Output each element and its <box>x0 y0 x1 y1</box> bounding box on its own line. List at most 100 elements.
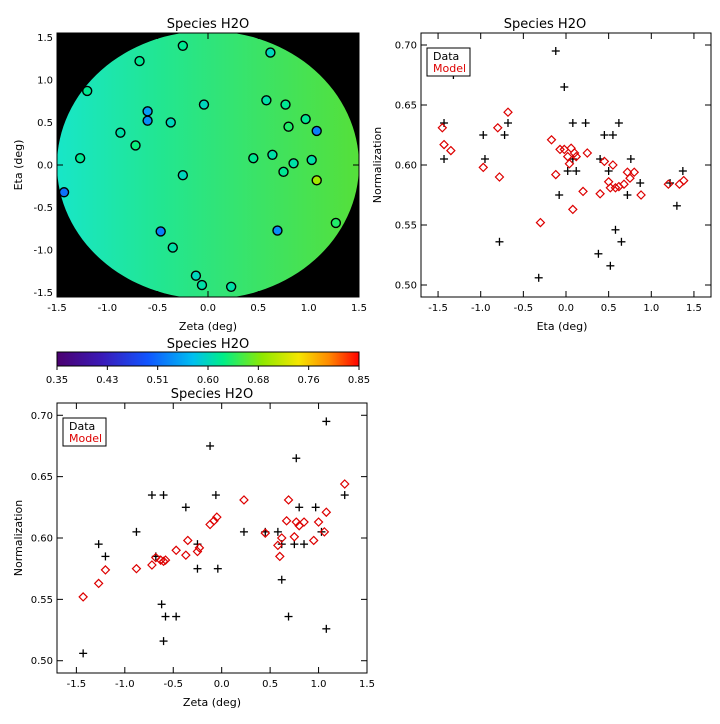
map-point <box>248 152 259 164</box>
zeta-marks <box>78 417 350 658</box>
eta-model-point <box>663 179 674 190</box>
zeta-data-point <box>147 491 156 500</box>
zeta-xlabel: Zeta (deg) <box>183 696 241 709</box>
map-field-disk <box>57 33 359 297</box>
eta-model-point <box>564 158 575 169</box>
map-panel: Species H2O -1.5 -1.0 -0.5 0.0 0.5 1.0 1.5-1.5… <box>12 17 367 333</box>
zeta-legend-model: Model <box>69 432 102 445</box>
eta-model-point <box>546 134 557 145</box>
map-xlabel: Zeta (deg) <box>179 320 237 333</box>
map-ytick-label: -1.5 <box>33 288 53 299</box>
eta-data-point <box>636 179 645 187</box>
eta-model-point <box>629 167 640 178</box>
map-point <box>142 115 153 126</box>
map-ylabel: Eta (deg) <box>12 140 25 191</box>
eta-data-point <box>608 131 617 139</box>
zeta-model-point <box>321 507 332 518</box>
eta-panel: Species H2O -1.5 -1.0 -0.5 0.0 0.5 1.0 1.5 0.50… <box>371 17 712 333</box>
eta-model-point <box>619 179 629 190</box>
zeta-ytick-label: 0.60 <box>31 534 53 545</box>
eta-data-point <box>626 155 635 163</box>
map-point <box>196 279 208 291</box>
zeta-data-point <box>322 624 331 633</box>
zeta-ytick-label: 0.65 <box>31 472 53 483</box>
zeta-model-point <box>283 495 294 505</box>
zeta-xtick-label: -1.0 <box>115 679 135 690</box>
zeta-ytick-label: 0.55 <box>31 595 53 606</box>
map-point <box>288 158 299 169</box>
eta-data-point <box>563 167 572 175</box>
eta-model-point <box>608 160 618 170</box>
zeta-xtick-label: 1.0 <box>311 679 327 690</box>
map-xtick-label: -0.5 <box>148 303 168 314</box>
eta-data-point <box>479 131 488 139</box>
eta-ylabel: Normalization <box>371 127 384 203</box>
zeta-model-point <box>192 546 203 557</box>
zeta-data-point <box>277 575 286 584</box>
eta-model-point <box>674 179 685 190</box>
eta-model-point <box>625 173 635 184</box>
map-point <box>306 154 317 166</box>
zeta-model-point <box>260 528 271 538</box>
eta-xtick-label: 0.5 <box>601 303 617 314</box>
colorbar-tick-label: 0.76 <box>298 375 320 386</box>
zeta-data-point <box>295 503 304 512</box>
eta-model-point <box>494 172 505 182</box>
map-ytick-label: 0.0 <box>37 161 53 172</box>
eta-model-point <box>478 162 489 173</box>
zeta-data-point <box>284 612 293 621</box>
zeta-model-point <box>78 592 89 602</box>
eta-data-point <box>560 83 569 91</box>
map-point <box>283 121 294 132</box>
eta-data-point <box>617 237 626 246</box>
eta-model-point <box>599 156 610 167</box>
eta-model-point <box>578 186 588 197</box>
zeta-model-point <box>299 517 309 527</box>
zeta-model-point <box>319 527 330 537</box>
zeta-model-point <box>147 560 157 570</box>
eta-data-point <box>440 155 449 163</box>
map-point <box>267 149 278 160</box>
zeta-data-point <box>273 527 282 536</box>
eta-ytick-label: 0.60 <box>395 161 417 172</box>
zeta-xtick-label: 0.0 <box>214 679 230 690</box>
map-point <box>74 152 86 164</box>
map-ytick-label: 1.5 <box>37 33 53 44</box>
eta-data-point <box>572 167 581 175</box>
eta-data-point <box>623 191 632 199</box>
zeta-model-point <box>289 531 300 542</box>
eta-xlabel: Eta (deg) <box>537 320 588 333</box>
zeta-model-point <box>131 563 142 574</box>
eta-model-point <box>562 151 573 162</box>
map-point <box>115 127 126 138</box>
zeta-panel: Species H2O -1.5 -1.0 -0.5 0.0 0.5 1.0 1.5 0.50… <box>12 387 375 709</box>
map-ytick-label: -0.5 <box>33 203 53 214</box>
eta-data-point <box>495 237 504 246</box>
colorbar-tick-label: 0.85 <box>348 375 370 386</box>
eta-data-point <box>594 249 603 258</box>
eta-xtick-label: -1.5 <box>428 303 448 314</box>
zeta-xtick-label: 0.5 <box>262 679 278 690</box>
colorbar-title: Species H2O <box>167 337 249 352</box>
eta-model-point <box>439 139 449 150</box>
zeta-axes: -1.5 -1.0 -0.5 0.0 0.5 1.0 1.5 0.50 0.55 0.60 0.65… <box>31 403 375 690</box>
eta-legend-model: Model <box>433 62 466 75</box>
zeta-model-point <box>150 552 161 563</box>
colorbar-tick-label: 0.35 <box>46 375 68 386</box>
eta-model-point <box>555 144 565 155</box>
zeta-data-point <box>340 491 349 500</box>
zeta-xtick-label: -1.5 <box>67 679 87 690</box>
eta-data-point <box>614 119 623 127</box>
map-point <box>81 85 93 97</box>
map-xtick-label: 1.0 <box>301 303 317 314</box>
map-point <box>167 242 178 253</box>
map-point <box>272 225 283 236</box>
eta-model-point <box>566 143 576 154</box>
zeta-data-point <box>211 491 220 500</box>
eta-model-point <box>678 175 689 186</box>
map-point <box>134 55 145 67</box>
eta-model-point <box>550 169 561 180</box>
map-point <box>311 125 322 137</box>
eta-model-point <box>569 148 580 158</box>
